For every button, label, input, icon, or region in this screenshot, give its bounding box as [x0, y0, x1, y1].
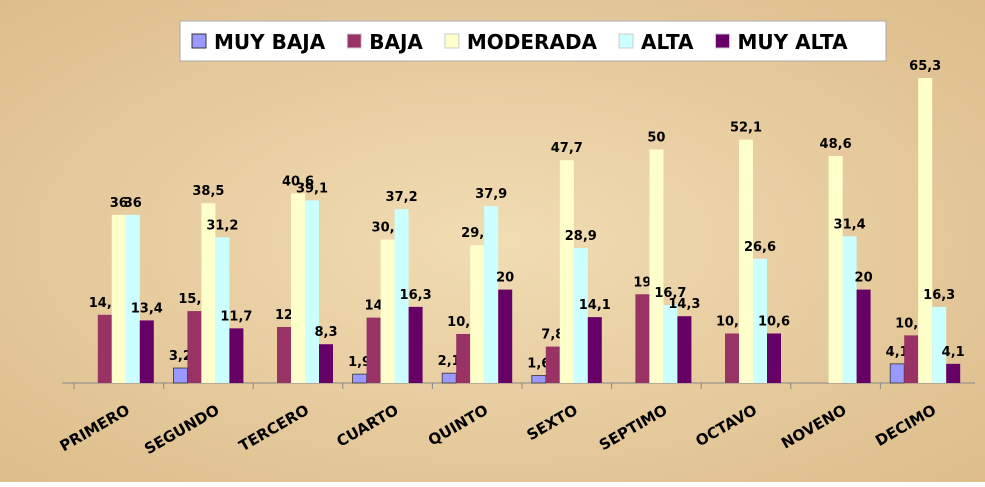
- bar: [215, 237, 230, 383]
- data-label: 48,6: [820, 137, 852, 152]
- bar: [842, 236, 857, 383]
- bar: [677, 316, 692, 383]
- data-label: 12: [275, 308, 293, 323]
- bar: [319, 344, 333, 383]
- data-label: 13,4: [131, 301, 163, 316]
- bar: [352, 373, 368, 384]
- data-label: 11,7: [220, 309, 252, 324]
- legend-swatch: [191, 33, 207, 49]
- bar: [725, 333, 739, 383]
- data-label: 36: [124, 196, 142, 211]
- data-label: 16,3: [400, 288, 432, 303]
- data-label: 40,6: [282, 174, 314, 189]
- bar: [277, 326, 291, 383]
- bar: [229, 328, 244, 383]
- data-label: 4,1: [942, 345, 965, 360]
- bar: [856, 289, 871, 383]
- bar: [946, 363, 961, 383]
- legend-label: MUY BAJA: [214, 30, 326, 54]
- bar: [201, 203, 216, 383]
- data-label: 37,9: [475, 187, 507, 202]
- legend-label: ALTA: [641, 30, 694, 54]
- data-label: 14,1: [579, 298, 611, 313]
- bar: [139, 320, 154, 383]
- bar: [904, 335, 919, 383]
- bar: [498, 289, 513, 383]
- data-label: 3,2: [169, 349, 192, 364]
- bar: [291, 193, 305, 383]
- data-label: 47,7: [551, 141, 583, 156]
- bar: [918, 78, 933, 383]
- bar: [470, 245, 485, 383]
- bar: [187, 311, 202, 383]
- data-label: 2,1: [438, 354, 461, 369]
- bar: [753, 258, 767, 383]
- data-label: 26,6: [744, 240, 776, 255]
- bar: [767, 333, 781, 383]
- legend-box: [179, 20, 887, 62]
- data-label: 7,8: [541, 328, 564, 343]
- bar: [366, 317, 381, 383]
- data-label: 39,1: [296, 181, 328, 196]
- bar: [828, 156, 843, 383]
- data-label: 10,6: [758, 314, 790, 329]
- bar: [587, 317, 602, 383]
- bar: [531, 375, 547, 384]
- data-label: 8,3: [314, 325, 337, 340]
- data-label: 20: [496, 271, 514, 286]
- data-label: 38,5: [192, 184, 224, 199]
- data-label: 65,3: [909, 59, 941, 74]
- data-label: 31,2: [206, 218, 238, 233]
- data-label: 36: [110, 196, 128, 211]
- data-label: 28,9: [565, 229, 597, 244]
- data-label: 31,4: [834, 217, 866, 232]
- bar: [739, 139, 753, 383]
- legend-swatch: [715, 33, 731, 49]
- bar: [663, 304, 678, 383]
- bar: [125, 214, 140, 383]
- bar: [573, 248, 588, 383]
- bar: [456, 333, 471, 383]
- bar: [97, 314, 112, 383]
- data-label: 1,6: [527, 357, 550, 372]
- data-label: 14,3: [668, 297, 700, 312]
- data-label: 52,1: [730, 121, 762, 136]
- data-label: 14: [365, 299, 383, 314]
- data-label: 37,2: [386, 190, 418, 205]
- bar: [889, 363, 905, 384]
- legend-swatch: [346, 33, 362, 49]
- bar: [441, 372, 457, 384]
- bar: [635, 294, 650, 383]
- bar: [545, 346, 560, 383]
- bar: [380, 239, 395, 383]
- data-label: 16,7: [654, 286, 686, 301]
- bar: [394, 209, 409, 383]
- data-label: 4,1: [886, 345, 909, 360]
- bar: [172, 367, 188, 384]
- legend-label: MUY ALTA: [738, 30, 849, 54]
- data-label: 1,9: [348, 355, 371, 370]
- data-label: 19: [633, 275, 651, 290]
- bar: [408, 306, 423, 383]
- data-label: 16,3: [923, 288, 955, 303]
- legend-swatch: [618, 33, 634, 49]
- bar: [484, 205, 499, 383]
- legend-label: MODERADA: [467, 30, 598, 54]
- bar: [649, 149, 664, 383]
- legend-swatch: [444, 33, 460, 49]
- legend-label: BAJA: [369, 30, 423, 54]
- bar: [559, 160, 574, 383]
- bar: [111, 214, 126, 383]
- bar: [932, 306, 947, 383]
- bar: [305, 200, 319, 383]
- data-label: 50: [647, 130, 665, 145]
- data-label: 20: [855, 271, 873, 286]
